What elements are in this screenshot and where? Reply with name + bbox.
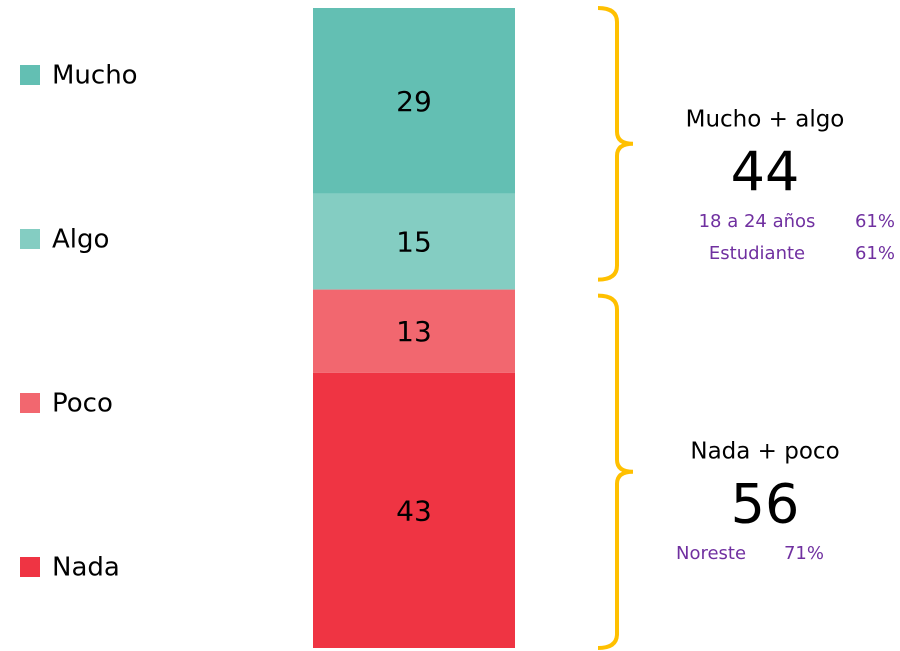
data-label: 15	[396, 226, 432, 259]
data-label: 43	[396, 494, 432, 527]
bar-segment	[313, 372, 515, 648]
detail-name: 18 a 24 años	[699, 211, 816, 232]
legend-swatch	[20, 229, 40, 249]
bar-segment	[313, 8, 515, 194]
detail-value: 71%	[784, 543, 824, 564]
legend-label: Mucho	[52, 61, 138, 91]
detail-name: Estudiante	[709, 243, 805, 264]
group-total: 56	[731, 473, 800, 536]
legend-label: Poco	[52, 389, 113, 419]
legend-swatch	[20, 393, 40, 413]
detail-name: Noreste	[676, 543, 746, 564]
bracket	[597, 293, 634, 650]
legend-label: Nada	[52, 553, 120, 583]
detail-value: 61%	[855, 243, 895, 264]
legend-swatch	[20, 65, 40, 85]
group-label: Mucho + algo	[686, 107, 845, 133]
legend-label: Algo	[52, 225, 109, 255]
group-label: Nada + poco	[690, 439, 839, 465]
data-label: 29	[396, 85, 432, 118]
legend-swatch	[20, 557, 40, 577]
bar-segment	[313, 193, 515, 290]
bracket	[597, 6, 634, 282]
detail-value: 61%	[855, 211, 895, 232]
bar-segment	[313, 289, 515, 373]
group-total: 44	[731, 141, 800, 204]
data-label: 13	[396, 315, 432, 348]
